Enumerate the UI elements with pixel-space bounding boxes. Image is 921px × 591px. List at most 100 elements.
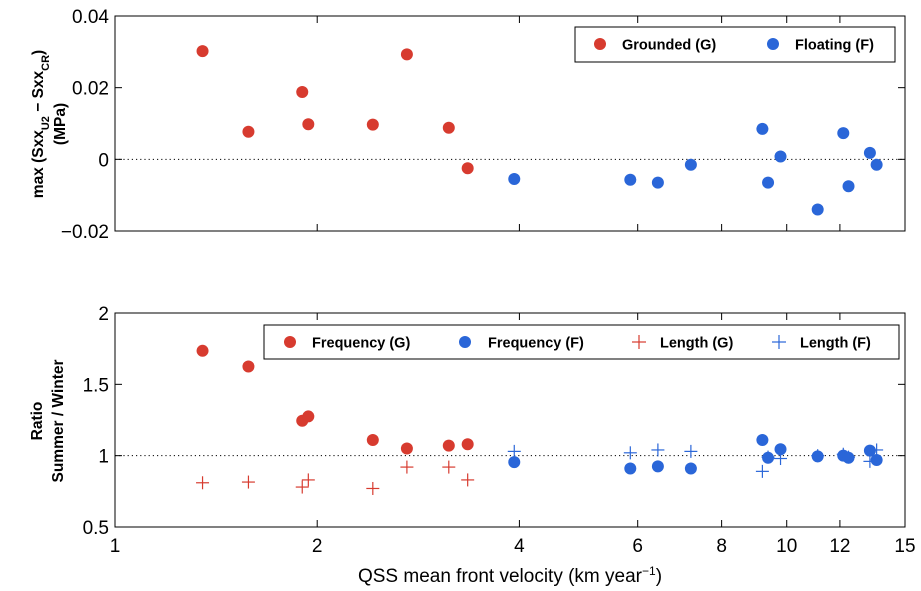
bottom-point-length-f: [755, 464, 769, 478]
bottom-point-frequency-g: [366, 433, 379, 446]
top-x-ticks: [114, 16, 906, 231]
bottom-point-length-f: [623, 446, 637, 460]
top-point-grounded-g: [196, 45, 209, 58]
legend-marker-floating: [767, 38, 779, 50]
bottom-legend-box: [263, 324, 900, 360]
top-point-floating-f: [863, 146, 876, 159]
legend-label-length-g: Length (G): [660, 336, 733, 352]
top-point-floating-f: [624, 173, 637, 186]
bottom-y-tick-label: 1: [98, 447, 109, 468]
bottom-point-frequency-f: [863, 444, 876, 457]
bottom-y-axis-label-line2: Summer / Winter: [50, 359, 67, 482]
bottom-x-ticks: 1 2 4 6 8 10 12 15: [110, 313, 916, 557]
bottom-point-length-g: [241, 475, 255, 489]
bottom-y-axis-label-line1: Ratio: [29, 402, 46, 441]
bottom-point-frequency-g: [302, 410, 315, 423]
legend-label-floating: Floating (F): [795, 38, 874, 54]
top-point-grounded-g: [302, 118, 315, 131]
bottom-legend: Frequency (G) Frequency (F) Length (G) L…: [263, 324, 900, 360]
x-tick-label: 12: [829, 536, 850, 557]
top-point-grounded-g: [461, 162, 474, 175]
bottom-data-points: [196, 344, 884, 495]
bottom-point-length-f: [774, 452, 788, 466]
x-axis-label: QSS mean front velocity (km year−1): [358, 564, 662, 587]
x-tick-label: 1: [110, 536, 121, 557]
x-tick-label: 4: [514, 536, 525, 557]
legend-marker-length-g: [632, 335, 646, 349]
bottom-point-frequency-g: [461, 438, 474, 451]
top-y-tick-label: 0: [98, 150, 109, 171]
top-point-floating-f: [842, 180, 855, 193]
top-legend-box: [574, 26, 896, 63]
top-point-floating-f: [837, 127, 850, 140]
top-legend: Grounded (G) Floating (F): [574, 26, 896, 63]
bottom-panel: 0.511.52 1 2 4 6 8 10 12 15 Frequency (G) Frequ…: [29, 304, 916, 587]
legend-label-frequency-f: Frequency (F): [488, 336, 584, 352]
x-tick-label: 10: [776, 536, 797, 557]
x-tick-label: 15: [894, 536, 915, 557]
x-tick-label: 8: [716, 536, 727, 557]
top-point-floating-f: [651, 176, 664, 189]
bottom-point-frequency-g: [242, 360, 255, 373]
top-point-grounded-g: [400, 48, 413, 61]
bottom-point-length-f: [842, 450, 856, 464]
bottom-point-length-g: [461, 473, 475, 487]
bottom-point-frequency-g: [196, 344, 209, 357]
bottom-point-length-f: [870, 443, 884, 457]
top-point-floating-f: [762, 176, 775, 189]
bottom-y-ticks: 0.5 1 1.5 2: [83, 304, 905, 539]
top-point-floating-f: [684, 158, 697, 171]
top-data-points: [196, 45, 883, 216]
top-point-grounded-g: [366, 118, 379, 131]
top-y-tick-label: −0.02: [61, 222, 109, 243]
top-point-grounded-g: [242, 125, 255, 138]
top-panel: −0.02 0 0.02 0.04 Grounded (G) Floating (F)…: [30, 7, 906, 243]
top-point-floating-f: [870, 158, 883, 171]
legend-marker-frequency-g: [284, 336, 296, 348]
bottom-point-length-f: [651, 443, 665, 457]
top-point-floating-f: [756, 122, 769, 135]
bottom-point-length-f: [811, 449, 825, 463]
legend-marker-grounded: [594, 38, 606, 50]
top-point-grounded-g: [296, 85, 309, 98]
bottom-point-frequency-f: [684, 462, 697, 475]
top-point-floating-f: [508, 173, 521, 186]
bottom-point-length-f: [507, 444, 521, 458]
bottom-point-length-g: [442, 460, 456, 474]
bottom-point-length-g: [366, 481, 380, 495]
top-y-tick-label: 0.02: [72, 79, 109, 100]
bottom-point-frequency-f: [624, 462, 637, 475]
x-tick-label: 2: [312, 536, 323, 557]
bottom-point-frequency-f: [508, 456, 521, 469]
bottom-y-tick-label: 0.5: [83, 518, 109, 539]
bottom-point-frequency-g: [400, 442, 413, 455]
bottom-y-tick-label: 2: [98, 304, 109, 325]
bottom-point-frequency-g: [442, 439, 455, 452]
legend-marker-frequency-f: [459, 336, 471, 348]
top-y-ticks: −0.02 0 0.02 0.04: [61, 7, 905, 243]
bottom-point-length-f: [863, 454, 877, 468]
top-y-axis-unit: (MPa): [52, 103, 69, 145]
bottom-point-length-g: [196, 476, 210, 490]
top-point-floating-f: [774, 150, 787, 163]
bottom-y-tick-label: 1.5: [83, 375, 109, 396]
bottom-point-length-g: [295, 480, 309, 494]
bottom-point-frequency-f: [651, 460, 664, 473]
bottom-point-length-f: [836, 447, 850, 461]
bottom-point-length-g: [301, 473, 315, 487]
bottom-point-frequency-f: [756, 433, 769, 446]
bottom-point-frequency-f: [870, 453, 883, 466]
legend-label-grounded: Grounded (G): [622, 38, 716, 54]
top-point-grounded-g: [442, 121, 455, 134]
bottom-point-length-f: [761, 450, 775, 464]
bottom-point-length-g: [400, 460, 414, 474]
x-tick-label: 6: [632, 536, 643, 557]
legend-label-length-f: Length (F): [800, 336, 871, 352]
bottom-point-length-f: [684, 444, 698, 458]
top-point-floating-f: [811, 203, 824, 216]
top-y-tick-label: 0.04: [72, 7, 109, 28]
legend-marker-length-f: [772, 335, 786, 349]
bottom-point-frequency-f: [774, 443, 787, 456]
top-y-axis-label: max (SxxU2 − SxxCR): [30, 50, 52, 198]
